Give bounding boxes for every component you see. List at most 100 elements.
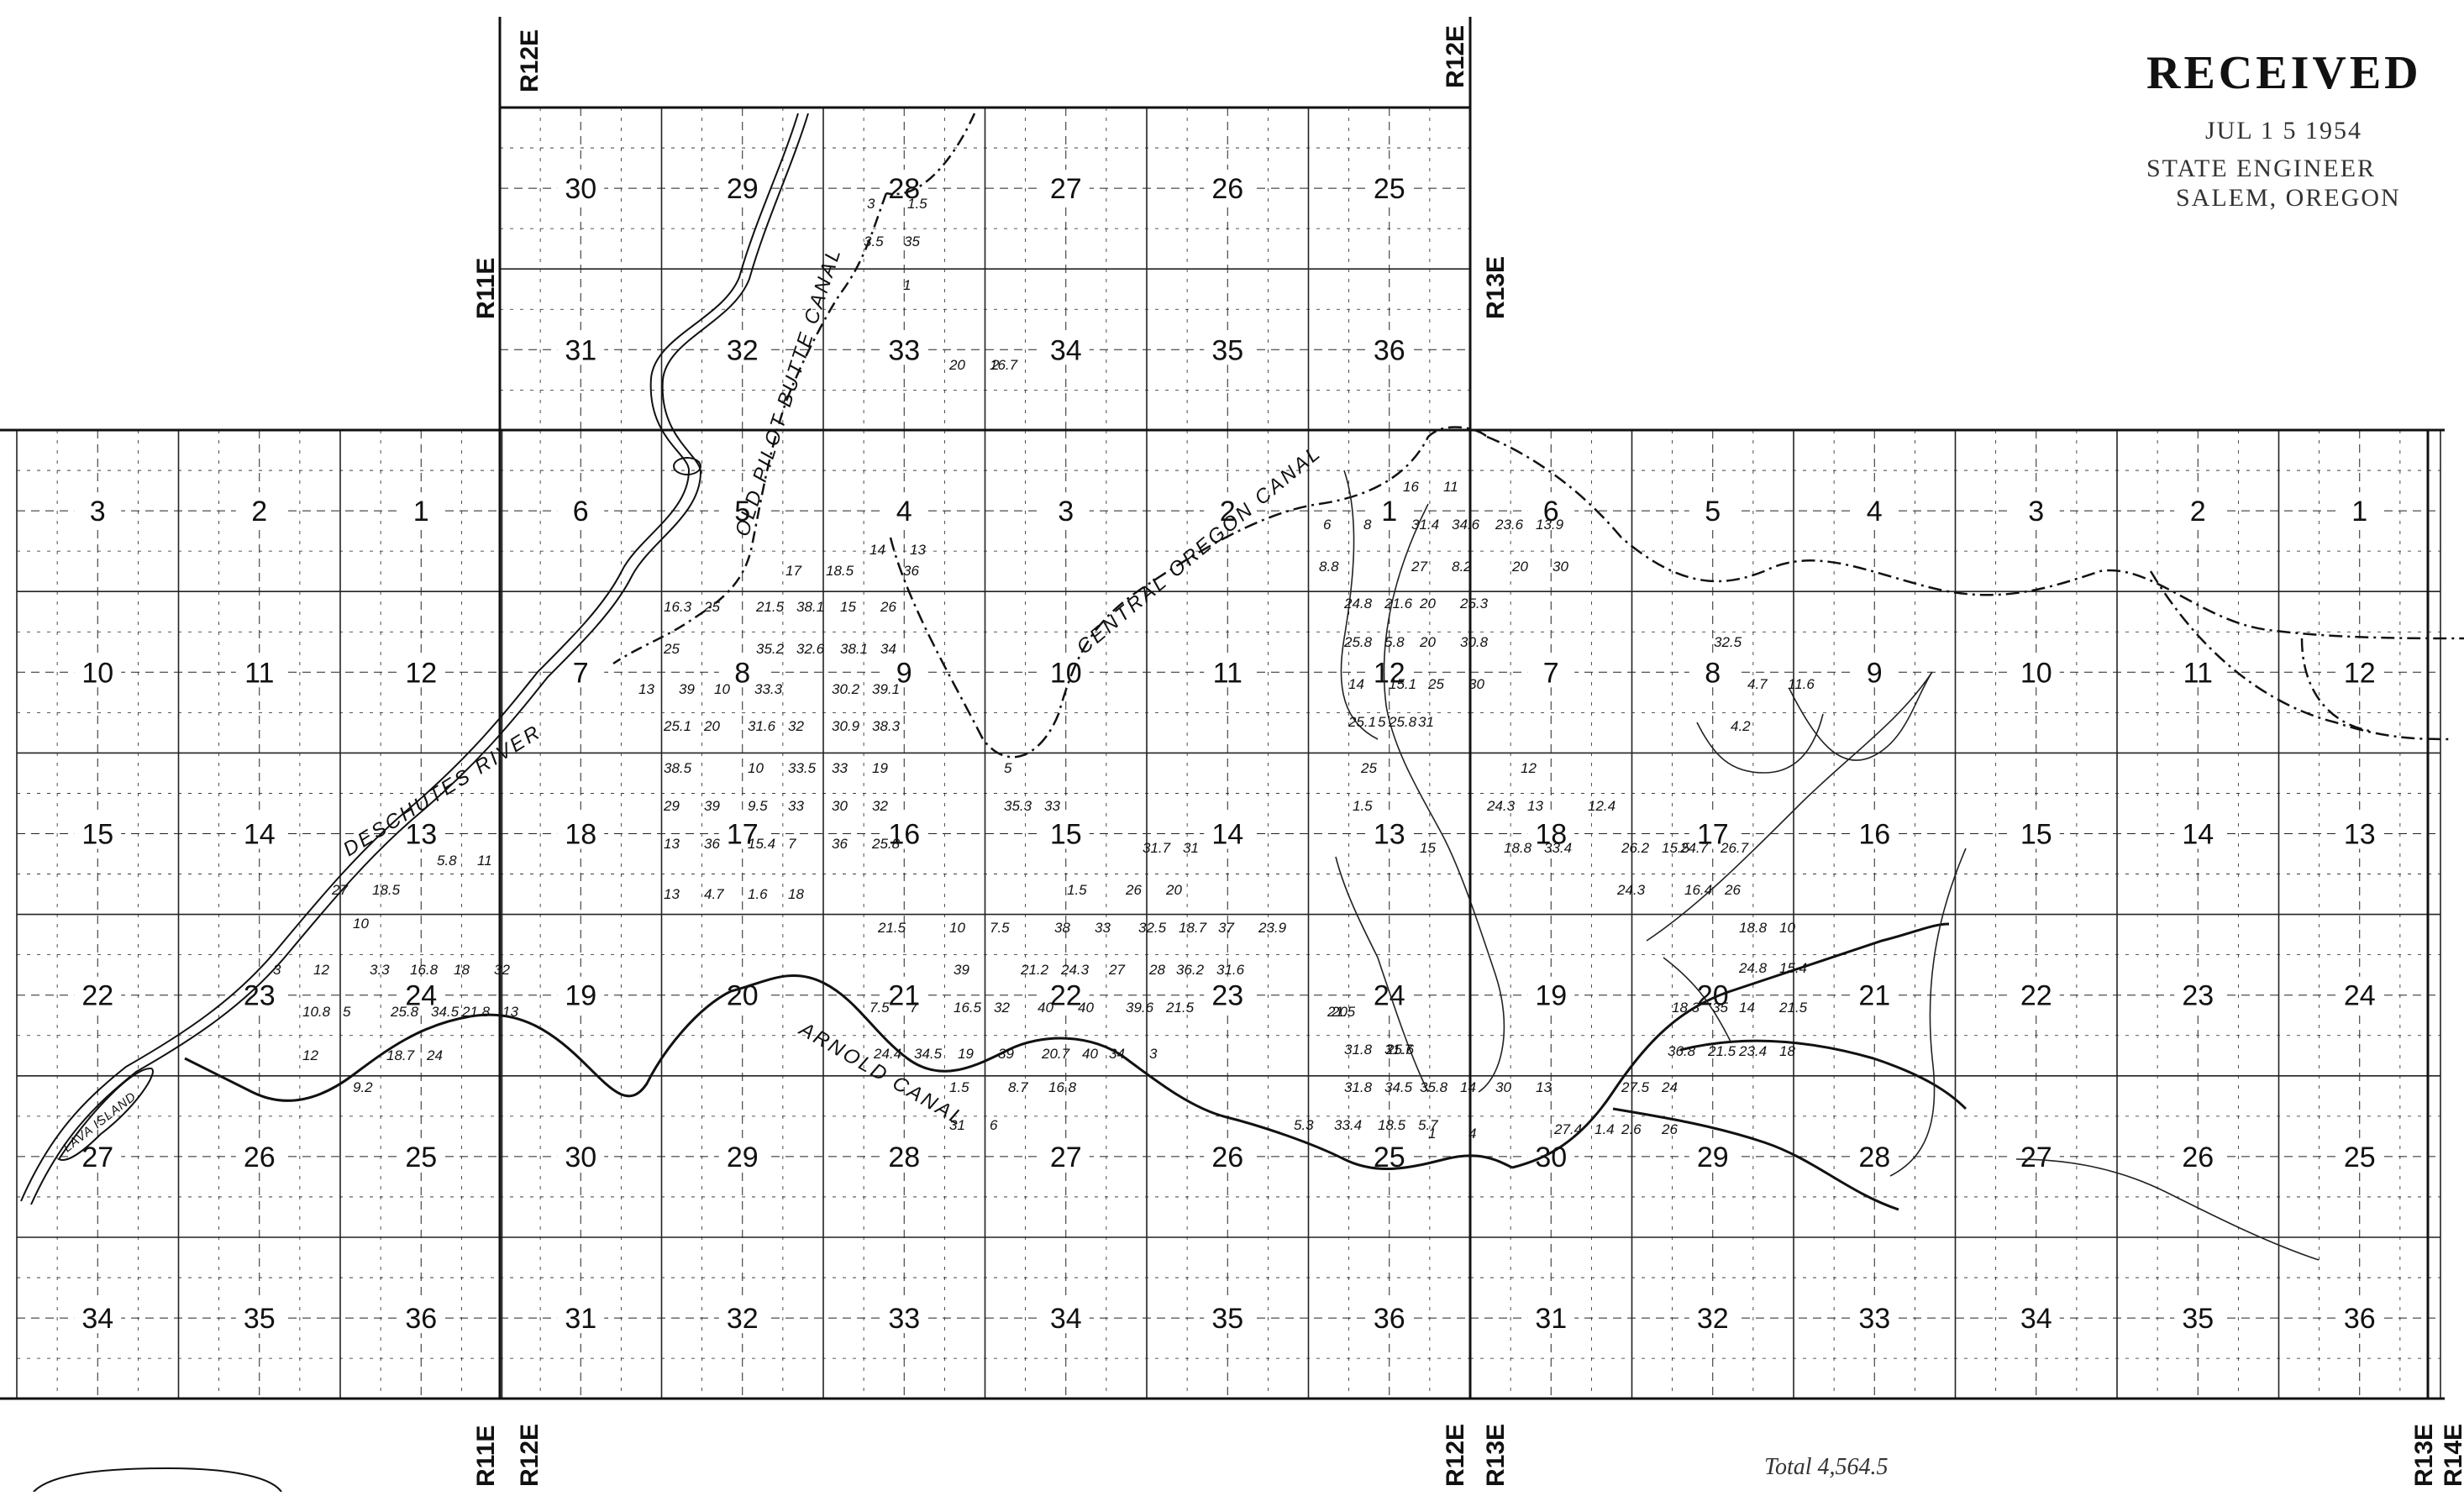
section-label-bg: [718, 170, 766, 204]
old-pilot-butte-canal: [612, 113, 976, 665]
center-township-section-33: 33: [888, 1303, 920, 1335]
acreage-value: 5.3: [1294, 1117, 1314, 1133]
range-label-top-r12e-left: R12E: [516, 29, 544, 92]
acreage-value: 32.5: [1714, 634, 1742, 650]
acreage-value: 14: [1739, 1000, 1755, 1016]
acreage-value: 13: [638, 681, 654, 697]
section-label-bg: [1851, 1137, 1899, 1172]
west-township-section-13: 13: [405, 819, 437, 851]
acreage-value: 25: [703, 599, 720, 615]
acreage-value: 29: [663, 798, 680, 814]
east-township-section-25: 25: [2344, 1142, 2376, 1173]
section-label-bg: [718, 815, 766, 849]
acreage-value: 26: [880, 599, 896, 615]
section-label-bg: [2012, 654, 2060, 688]
west-township-section-12: 12: [405, 657, 437, 689]
acreage-value: 30.2: [832, 681, 860, 697]
section-label-bg: [74, 654, 122, 688]
east-township-section-12: 12: [2344, 657, 2376, 689]
section-label-bg: [880, 654, 928, 688]
acreage-value: 40: [1038, 1000, 1053, 1016]
east-township-section-33: 33: [1858, 1303, 1890, 1335]
section-label-bg: [2174, 492, 2222, 527]
acreage-value: 20: [1511, 559, 1528, 575]
acreage-value: 27.5: [1621, 1079, 1650, 1095]
acreage-value: 26.7: [1720, 840, 1749, 856]
center-township-section-9: 9: [896, 657, 912, 689]
section-label-bg: [74, 492, 122, 527]
acreage-value: 12: [302, 1047, 318, 1063]
range-label-bottom-r14e: R14E: [2440, 1424, 2464, 1487]
acreage-value: 34.5: [1384, 1079, 1413, 1095]
acreage-value: 7: [788, 836, 796, 852]
acreage-value: 25: [1360, 760, 1377, 776]
acreage-value: 35.2: [756, 641, 785, 657]
acreage-value: 1: [903, 277, 911, 293]
center-township-section-22: 22: [1050, 980, 1082, 1012]
acreage-value: 39.6: [1126, 1000, 1154, 1016]
acreage-value: 1.5: [907, 196, 927, 212]
acreage-value: 16.3: [664, 599, 692, 615]
acreage-value: 27.4: [1553, 1121, 1582, 1137]
acreage-value: 18.7: [1179, 920, 1207, 936]
section-label-bg: [1204, 492, 1252, 527]
acreage-value: 24.3: [1616, 882, 1646, 898]
west-township-section-25: 25: [405, 1142, 437, 1173]
section-label-bg: [1204, 1299, 1252, 1334]
acreage-value: 33: [832, 760, 848, 776]
acreage-value: 31.7: [1143, 840, 1171, 856]
section-label-bg: [880, 976, 928, 1010]
acreage-value: 8: [1363, 517, 1372, 533]
section-label-bg: [557, 815, 605, 849]
acreage-value: 15.4: [1779, 960, 1807, 976]
acreage-value: 33: [788, 798, 804, 814]
received-stamp: RECEIVED JUL 1 5 1954 STATE ENGINEER SAL…: [2146, 47, 2419, 212]
acreage-value: 35: [904, 234, 920, 249]
section-label-bg: [1365, 1137, 1413, 1172]
section-label-bg: [1042, 492, 1090, 527]
section-label-bg: [557, 331, 605, 365]
acreage-value: 36: [903, 563, 919, 579]
center-township-section-3: 3: [1058, 496, 1074, 528]
center-township-section-34: 34: [1050, 1303, 1082, 1335]
section-label-bg: [1204, 1137, 1252, 1172]
acreage-value: 7: [910, 1000, 918, 1016]
acreage-value: 38.3: [872, 718, 901, 734]
section-label-bg: [1527, 654, 1575, 688]
center-township-section-35: 35: [1211, 1303, 1243, 1335]
west-township-section-36: 36: [405, 1303, 437, 1335]
west-township-section-11: 11: [244, 657, 274, 689]
center-township-section-21: 21: [888, 980, 920, 1012]
acreage-value: 14: [1348, 676, 1364, 692]
east-township-section-27: 27: [2020, 1142, 2052, 1173]
top-block-section-34: 34: [1050, 334, 1082, 366]
section-label-bg: [557, 492, 605, 527]
section-label-bg: [1042, 331, 1090, 365]
acreage-value: 34: [1109, 1046, 1125, 1062]
acreage-value: 31.7: [1384, 1042, 1413, 1058]
east-township-section-19: 19: [1535, 980, 1567, 1012]
acreage-value: 34: [880, 641, 896, 657]
section-label-bg: [2335, 492, 2383, 527]
acreage-value: 6: [1323, 517, 1332, 533]
central-oregon-canal-label: CENTRAL OREGON CANAL: [1073, 441, 1327, 659]
acreage-value: 33.4: [1334, 1117, 1362, 1133]
acreage-value: 4.2: [1731, 718, 1751, 734]
legend-oval-fragment: [33, 1467, 282, 1493]
acreage-value: 5: [343, 1004, 351, 1020]
acreage-value: 25.1: [663, 718, 691, 734]
section-label-bg: [2335, 1299, 2383, 1334]
acreage-value: 2.6: [1621, 1121, 1642, 1137]
acreage-value: 18.8: [1504, 840, 1532, 856]
west-township-section-34: 34: [81, 1303, 113, 1335]
acreage-value: 35.8: [1420, 1079, 1448, 1095]
section-label-bg: [1365, 492, 1413, 527]
range-label-bottom-r13e-a: R13E: [1482, 1424, 1510, 1487]
acreage-value: 32: [994, 1000, 1010, 1016]
lava-island: [57, 1067, 154, 1161]
acreage-value: 20.7: [1041, 1046, 1070, 1062]
section-label-bg: [2012, 1137, 2060, 1172]
east-township-section-10: 10: [2020, 657, 2052, 689]
